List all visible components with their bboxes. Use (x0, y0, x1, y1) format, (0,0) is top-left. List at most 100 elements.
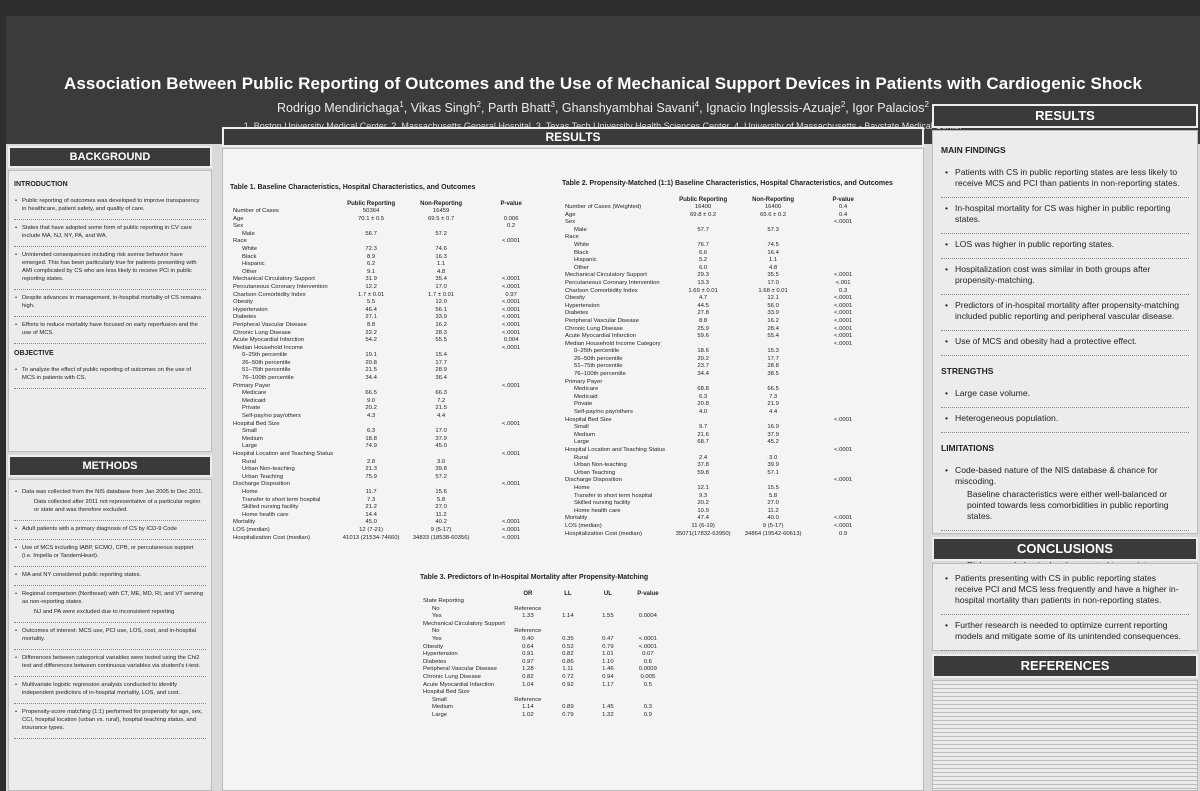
bullet: Outcomes of interest: MCS use, PCI use, … (14, 623, 206, 650)
subheading: INTRODUCTION (14, 181, 68, 188)
cell: 10.9 (697, 507, 709, 514)
table-row: Medicaid 6.3 7.3 (562, 394, 878, 402)
header-row: Public Reporting Non-Reporting P-value (230, 201, 546, 208)
cell (808, 455, 878, 463)
table-row: Self-pay/no pay/others 4.3 4.4 (230, 413, 546, 421)
row-label: Charlson Comorbidity Index (233, 291, 306, 298)
cell: 4.4 (437, 413, 446, 420)
cell: 33.9 (435, 314, 447, 321)
row-label: Urban Non-teaching (242, 466, 295, 473)
cell: 59.6 (697, 333, 709, 340)
row-label: Urban Teaching (574, 469, 616, 476)
cell: 16.2 (767, 317, 779, 324)
cell: 17.0 (767, 279, 779, 286)
author-affiliation: 2 (924, 100, 929, 109)
row-label: Large (574, 439, 590, 446)
cell: 28.3 (435, 329, 447, 336)
cell: 21.2 (365, 504, 377, 511)
cell: 5.5 (367, 299, 376, 306)
cell: 0.92 (562, 681, 574, 688)
cell (738, 379, 808, 387)
table-row: Other 6.0 4.8 (562, 265, 878, 273)
table-row: Mortality 47.4 40.0 <.0001 (562, 515, 878, 523)
table-row: Small Reference (420, 697, 668, 705)
cell: 4.8 (769, 264, 778, 271)
cell: 0.97 (522, 658, 534, 665)
cell: 0.64 (522, 643, 534, 650)
cell: <.0001 (502, 519, 521, 526)
table-row: Obesity 0.64 0.52 0.79 <.0001 (420, 644, 668, 652)
table-row: Number of Cases 50364 16459 (230, 208, 546, 216)
cell (476, 367, 546, 375)
row-label: Diabetes (233, 314, 257, 321)
cell: 40.0 (767, 515, 779, 522)
cell: <.0001 (502, 344, 521, 351)
cell: 16400 (764, 204, 782, 210)
methods-panel: Data was collected from the NIS database… (8, 479, 212, 791)
header-cell: UL (603, 591, 612, 597)
table-row: Private 20.2 21.5 (230, 405, 546, 413)
table-1: Table 1. Baseline Characteristics, Hospi… (230, 184, 550, 542)
cell: 7.2 (437, 397, 446, 404)
cell: 12.2 (365, 283, 377, 290)
cell: 37.9 (435, 435, 447, 442)
row-label: Acute Myocardial Infarction (233, 337, 305, 344)
row-label: Medicare (574, 386, 599, 393)
bullet: To analyze the effect of public reportin… (14, 362, 206, 389)
cell: 18.6 (697, 348, 709, 355)
cell: <.0001 (502, 534, 521, 541)
table-row: Mechanical Circulatory Support 29.3 35.5 <.… (562, 272, 878, 280)
table-row: Hospital Bed Size <.0001 (230, 421, 546, 429)
cell (476, 360, 546, 368)
cell (476, 261, 546, 269)
cell: 3.0 (769, 454, 778, 461)
cell (808, 432, 878, 440)
table: Public Reporting Non-Reporting P-value Numb… (562, 197, 878, 538)
cell: 20.2 (697, 355, 709, 362)
author-affiliation: 3 (550, 100, 555, 109)
table-row: Mortality 45.0 40.2 <.0001 (230, 519, 546, 527)
cell: 6.6 (699, 249, 708, 256)
table-row: Other 9.1 4.8 (230, 269, 546, 277)
cell (808, 371, 878, 379)
row-label: 26–50th percentile (574, 355, 623, 362)
cell: 4.7 (699, 295, 708, 302)
cell: 45.0 (365, 519, 377, 526)
row-label: LOS (median) (233, 526, 270, 533)
bullet: Public reporting of outcomes was develop… (14, 193, 206, 220)
table-title: Table 2. Propensity-Matched (1:1) Baseli… (562, 180, 893, 187)
row-label: White (574, 241, 590, 248)
author-affiliation: 1 (399, 100, 404, 109)
cell: 3.0 (437, 458, 446, 465)
table-row: Race (562, 234, 878, 242)
cell: 1.69 ± 0.01 (688, 287, 718, 294)
table-row: Urban Non-teaching 21.3 39.8 (230, 466, 546, 474)
cell: 17.7 (767, 355, 779, 362)
table-row: Home health care 14.4 11.2 (230, 512, 546, 520)
cell: 0.0009 (638, 666, 657, 673)
cell (406, 223, 476, 231)
table-row: Yes 0.40 0.35 0.47 <.0001 (420, 636, 668, 644)
cell: <.0001 (502, 329, 521, 336)
table-row: Sex <.0001 (562, 219, 878, 227)
cell: 40.2 (435, 519, 447, 526)
cell: 45.2 (767, 439, 779, 446)
cell (738, 417, 808, 425)
row-label: Obesity (565, 295, 585, 302)
cell: 21.3 (365, 466, 377, 473)
cell (406, 421, 476, 429)
row-label: Mechanical Circulatory Support (423, 620, 505, 627)
table-row: White 72.3 74.6 (230, 246, 546, 254)
row-label: 76–100th percentile (242, 375, 294, 382)
cell: 21.9 (767, 401, 779, 408)
cell (628, 697, 668, 705)
cell: 27.0 (767, 500, 779, 507)
cell (808, 348, 878, 356)
section-heading: METHODS (8, 455, 212, 477)
table-row: Mechanical Circulatory Support 31.9 35.4 <.… (230, 276, 546, 284)
table-row: Transfer to short term hospital 7.3 5.8 (230, 497, 546, 505)
cell: 8.8 (699, 317, 708, 324)
row-label: Private (242, 405, 261, 412)
cell: <.0001 (502, 451, 521, 457)
cell: 11.7 (365, 488, 377, 495)
